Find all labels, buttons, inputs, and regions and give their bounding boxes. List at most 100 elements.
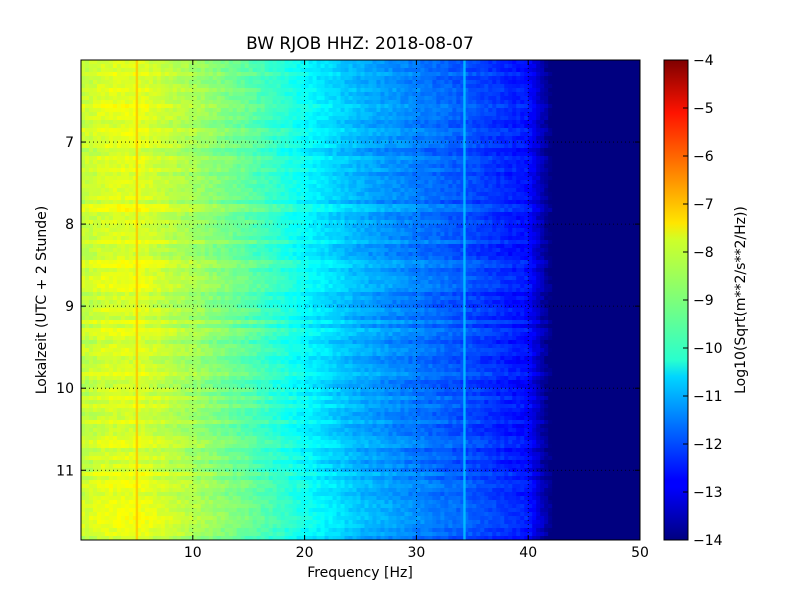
heatmap-cell xyxy=(252,60,258,65)
heatmap-cell xyxy=(496,64,501,69)
heatmap-cell xyxy=(636,96,640,101)
heatmap-cell xyxy=(452,80,457,85)
heatmap-cell xyxy=(148,192,154,197)
heatmap-cell xyxy=(268,132,274,137)
heatmap-cell xyxy=(148,148,154,153)
heatmap-cell xyxy=(516,192,521,197)
heatmap-cell xyxy=(596,72,601,77)
heatmap-cell xyxy=(104,76,110,81)
heatmap-cell xyxy=(208,180,214,185)
heatmap-cell xyxy=(136,152,142,157)
heatmap-cell xyxy=(548,188,553,193)
heatmap-cell xyxy=(160,132,166,137)
heatmap-cell xyxy=(216,196,222,201)
heatmap-cell xyxy=(184,64,190,69)
heatmap-cell xyxy=(364,60,370,65)
heatmap-cell xyxy=(424,184,429,189)
heatmap-cell xyxy=(212,108,218,113)
heatmap-cell xyxy=(224,100,230,105)
heatmap-cell xyxy=(240,164,246,169)
heatmap-cell xyxy=(276,184,282,189)
heatmap-cell xyxy=(604,160,609,165)
heatmap-cell xyxy=(408,172,413,177)
heatmap-cell xyxy=(580,152,585,157)
heatmap-cell xyxy=(588,192,593,197)
heatmap-cell xyxy=(368,112,374,117)
heatmap-cell xyxy=(504,108,509,113)
heatmap-cell xyxy=(228,180,234,185)
heatmap-cell xyxy=(408,128,413,133)
heatmap-cell xyxy=(324,184,330,189)
heatmap-cell xyxy=(112,164,118,169)
heatmap-cell xyxy=(208,76,214,81)
heatmap-cell xyxy=(348,156,354,161)
heatmap-cell xyxy=(596,168,601,173)
heatmap-cell xyxy=(600,120,605,125)
heatmap-cell xyxy=(488,192,493,197)
heatmap-cell xyxy=(460,200,465,205)
heatmap-cell xyxy=(616,120,621,125)
heatmap-cell xyxy=(600,180,605,185)
heatmap-cell xyxy=(480,84,485,89)
heatmap-cell xyxy=(96,168,102,173)
heatmap-cell xyxy=(588,136,593,141)
heatmap-cell xyxy=(84,160,90,165)
heatmap-cell xyxy=(248,172,254,177)
heatmap-cell xyxy=(480,64,485,69)
heatmap-cell xyxy=(612,132,617,137)
heatmap-cell xyxy=(232,84,238,89)
heatmap-cell xyxy=(128,184,134,189)
heatmap-cell xyxy=(556,180,561,185)
heatmap-cell xyxy=(612,76,617,81)
heatmap-cell xyxy=(196,168,202,173)
heatmap-cell xyxy=(164,152,170,157)
heatmap-cell xyxy=(316,60,322,65)
heatmap-cell xyxy=(556,68,561,73)
heatmap-cell xyxy=(156,72,162,77)
heatmap-cell xyxy=(400,184,406,189)
heatmap-cell xyxy=(492,96,497,101)
heatmap-cell xyxy=(100,72,106,77)
heatmap-cell xyxy=(108,164,114,169)
heatmap-cell xyxy=(272,128,278,133)
heatmap-cell xyxy=(592,84,597,89)
heatmap-cell xyxy=(460,68,465,73)
heatmap-cell xyxy=(444,184,449,189)
heatmap-cell xyxy=(296,60,302,65)
heatmap-cell xyxy=(348,92,354,97)
heatmap-cell xyxy=(580,60,585,65)
heatmap-cell xyxy=(584,76,589,81)
heatmap-cell xyxy=(304,124,310,129)
heatmap-cell xyxy=(280,200,286,205)
heatmap-cell xyxy=(552,64,557,69)
heatmap-cell xyxy=(468,116,473,121)
heatmap-cell xyxy=(100,144,106,149)
heatmap-cell xyxy=(552,100,557,105)
heatmap-cell xyxy=(208,136,214,141)
heatmap-cell xyxy=(256,76,262,81)
heatmap-cell xyxy=(300,64,306,69)
heatmap-cell xyxy=(176,104,182,109)
heatmap-cell xyxy=(108,148,114,153)
heatmap-cell xyxy=(156,144,162,149)
heatmap-cell xyxy=(412,80,417,85)
heatmap-cell xyxy=(488,144,493,149)
heatmap-cell xyxy=(496,120,501,125)
heatmap-cell xyxy=(380,184,386,189)
heatmap-cell xyxy=(368,100,374,105)
heatmap-cell xyxy=(456,104,461,109)
heatmap-cell xyxy=(560,176,565,181)
heatmap-cell xyxy=(116,164,122,169)
heatmap-cell xyxy=(256,200,262,205)
heatmap-cell xyxy=(112,132,118,137)
heatmap-cell xyxy=(112,128,118,133)
heatmap-cell xyxy=(512,76,517,81)
heatmap-cell xyxy=(228,104,234,109)
heatmap-cell xyxy=(252,76,258,81)
heatmap-cell xyxy=(312,156,318,161)
heatmap-cell xyxy=(88,84,94,89)
heatmap-cell xyxy=(404,184,410,189)
heatmap-cell xyxy=(96,80,102,85)
heatmap-cell xyxy=(312,116,318,121)
heatmap-cell xyxy=(264,172,270,177)
